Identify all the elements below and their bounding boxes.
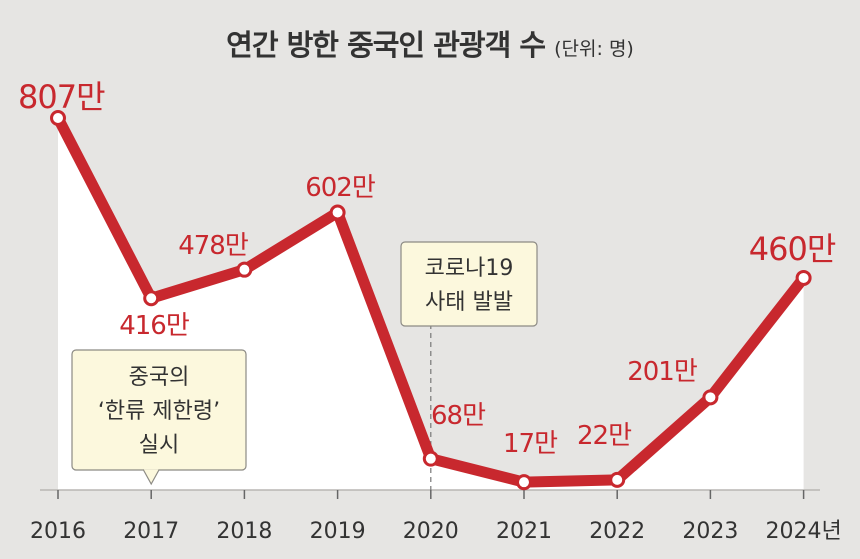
data-label: 68만 (431, 401, 485, 431)
annotation-callout: 중국의 ‘한류 제한령’ 실시 (71, 349, 247, 486)
data-point (609, 471, 626, 488)
data-label: 416만 (119, 311, 189, 341)
x-tick-label: 2018 (216, 519, 272, 544)
data-point (516, 474, 532, 491)
x-tick-label: 2016 (30, 519, 86, 544)
x-tick-label: 2023 (682, 519, 738, 544)
chart-unit: (단위: 명) (554, 38, 634, 60)
data-label: 201만 (627, 357, 697, 387)
annotation-text: 실시 (139, 433, 179, 458)
annotation-text: 코로나19 (425, 256, 514, 281)
data-label: 17만 (503, 429, 557, 459)
annotation-box (400, 241, 538, 327)
x-tick-label: 2024년 (765, 519, 841, 544)
data-label: 22만 (577, 421, 631, 451)
x-tick-label: 2022 (589, 519, 645, 544)
data-point (795, 269, 812, 286)
data-label: 602만 (305, 173, 375, 203)
annotation-text: ‘한류 제한령’ (98, 399, 220, 424)
data-label: 478만 (178, 231, 248, 261)
annotation-text: 중국의 (129, 365, 190, 390)
data-point (702, 389, 719, 406)
data-point (422, 450, 439, 467)
x-tick-label: 2017 (123, 519, 179, 544)
x-tick-label: 2020 (403, 519, 459, 544)
data-point (329, 204, 346, 221)
chart-title-text: 연간 방한 중국인 관광객 수 (226, 28, 546, 62)
data-point (50, 110, 66, 126)
x-tick-label: 2021 (496, 519, 552, 544)
annotation-callout: 코로나19 사태 발발 (400, 241, 538, 327)
data-point (143, 290, 160, 307)
data-label: 807만 (18, 78, 105, 116)
x-tick-label: 2019 (310, 519, 366, 544)
chart-title: 연간 방한 중국인 관광객 수 (단위: 명) (0, 22, 860, 64)
data-label: 460만 (749, 230, 836, 268)
annotation-pointer (142, 469, 160, 486)
data-point (236, 261, 253, 278)
annotation-text: 사태 발발 (425, 290, 513, 315)
